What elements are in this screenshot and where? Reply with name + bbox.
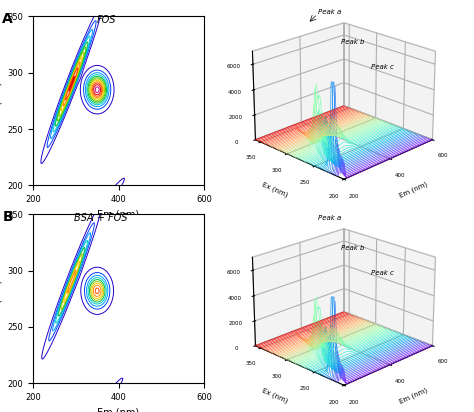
X-axis label: Em (nm): Em (nm)	[398, 387, 428, 405]
Text: Peak b: Peak b	[341, 244, 365, 250]
Text: BSA + FOS: BSA + FOS	[73, 213, 127, 223]
Y-axis label: Ex (nm): Ex (nm)	[261, 388, 289, 405]
Text: Peak b: Peak b	[341, 38, 365, 44]
X-axis label: Em (nm): Em (nm)	[98, 407, 139, 412]
Y-axis label: Ex (nm): Ex (nm)	[0, 279, 2, 318]
Text: Peak c: Peak c	[371, 270, 394, 276]
X-axis label: Em (nm): Em (nm)	[398, 181, 428, 199]
Y-axis label: Ex (nm): Ex (nm)	[0, 82, 2, 120]
X-axis label: Em (nm): Em (nm)	[98, 210, 139, 220]
Text: Peak c: Peak c	[371, 64, 394, 70]
Text: B: B	[2, 210, 13, 224]
Text: Peak a: Peak a	[318, 215, 341, 221]
Text: A: A	[2, 12, 13, 26]
Y-axis label: Ex (nm): Ex (nm)	[261, 182, 289, 199]
Text: Peak a: Peak a	[318, 9, 341, 15]
Text: FOS: FOS	[97, 15, 117, 25]
